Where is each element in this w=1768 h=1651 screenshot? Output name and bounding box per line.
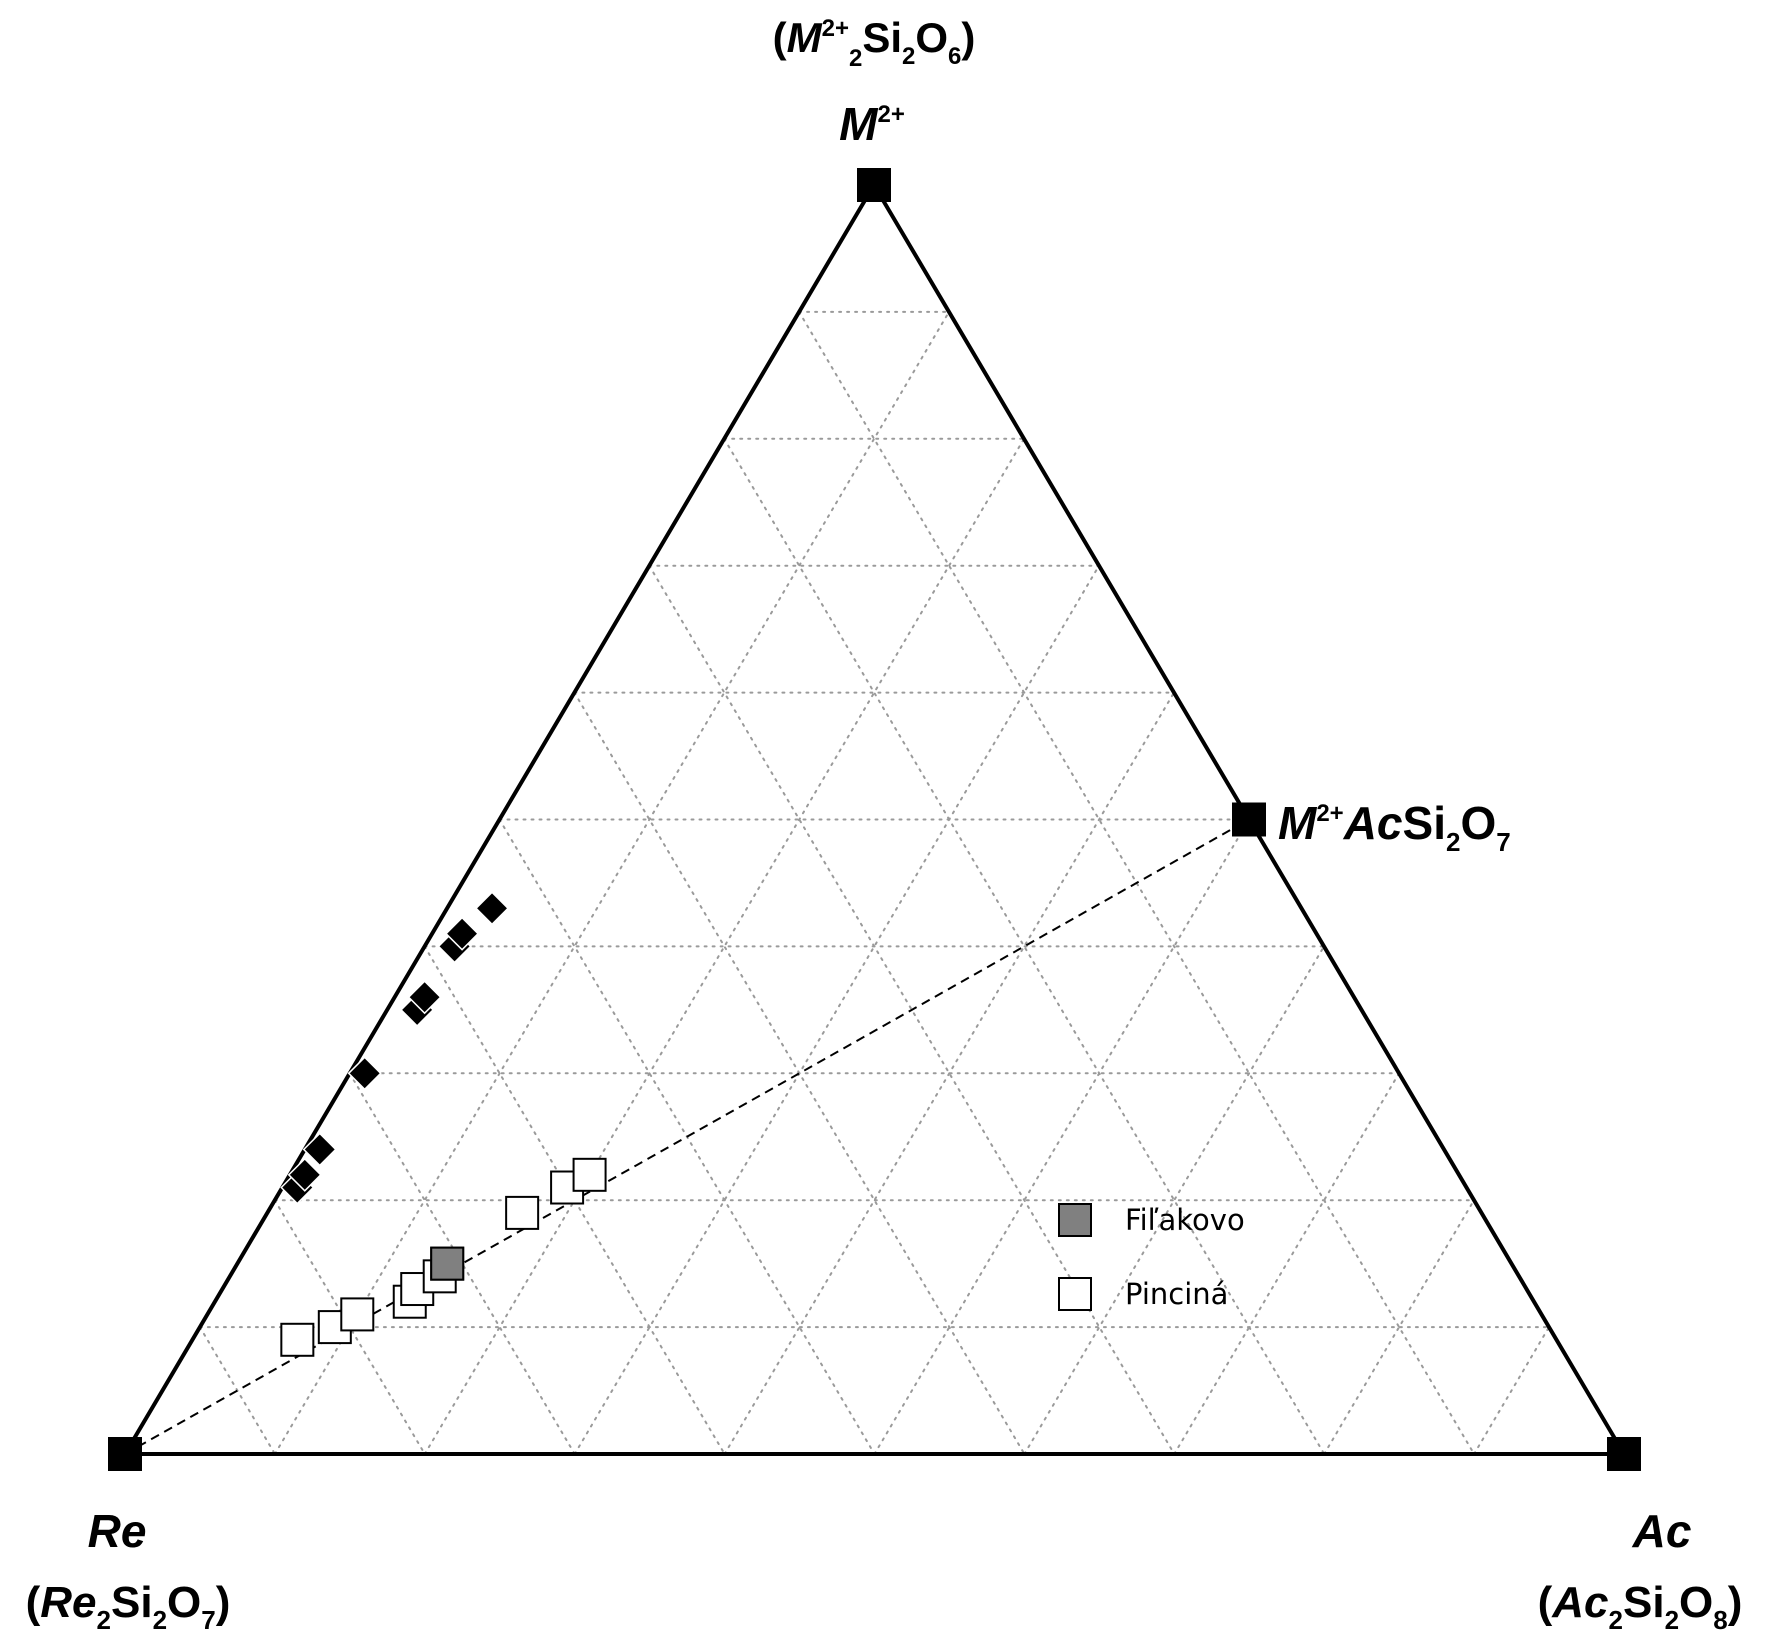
data-points [280,891,607,1357]
legend-label-filakovo: Fiľakovo [1125,1203,1245,1237]
diamond-point [302,1132,337,1167]
legend-swatch-filakovo [1058,1203,1092,1237]
diamond-point [445,916,480,951]
legend: Fiľakovo Pinciná [1058,1203,1245,1311]
diamond-point [407,980,442,1015]
grid-line [1323,1199,1475,1455]
vertex-marker-ac [1607,1437,1641,1471]
pincina-point [505,1195,540,1230]
midpoint-label: M2+AcSi2O7 [1278,797,1511,857]
right-vertex-label: Ac [1632,1505,1692,1557]
reference-line-re-to-midpoint [124,818,1250,1455]
right-formula-label: (Ac2Si2O8) [1538,1578,1743,1635]
top-formula-label: (M2+2Si2O6) [773,14,976,72]
diamond-point [474,891,510,926]
diamond-point [347,1056,382,1091]
vertex-marker-re [108,1437,142,1471]
grid-line [348,1072,576,1455]
legend-label-pincina: Pinciná [1125,1277,1228,1311]
grid-line [273,310,950,1455]
grid-line [573,691,1026,1455]
pincina-point [572,1157,607,1192]
ternary-grid [198,310,1550,1455]
legend-swatch-pincina [1058,1277,1092,1311]
grid-line [198,1326,276,1455]
left-vertex-label: Re [88,1505,147,1557]
midpoint-marker [1232,802,1266,837]
grid-line [573,564,1100,1455]
top-vertex-label: M2+ [839,98,905,150]
diamond-point [287,1157,322,1192]
grid-line [1173,1072,1400,1455]
pincina-point [340,1297,375,1332]
grid-line [1473,1326,1550,1455]
grid-line [1023,945,1325,1455]
left-formula-label: (Re2Si2O7) [26,1578,231,1635]
filakovo-point [430,1246,465,1281]
grid-line [873,818,1250,1455]
grid-line [273,1199,426,1455]
grid-line [423,945,726,1455]
pincina-point [280,1322,315,1357]
vertex-marker-m2 [857,168,891,202]
